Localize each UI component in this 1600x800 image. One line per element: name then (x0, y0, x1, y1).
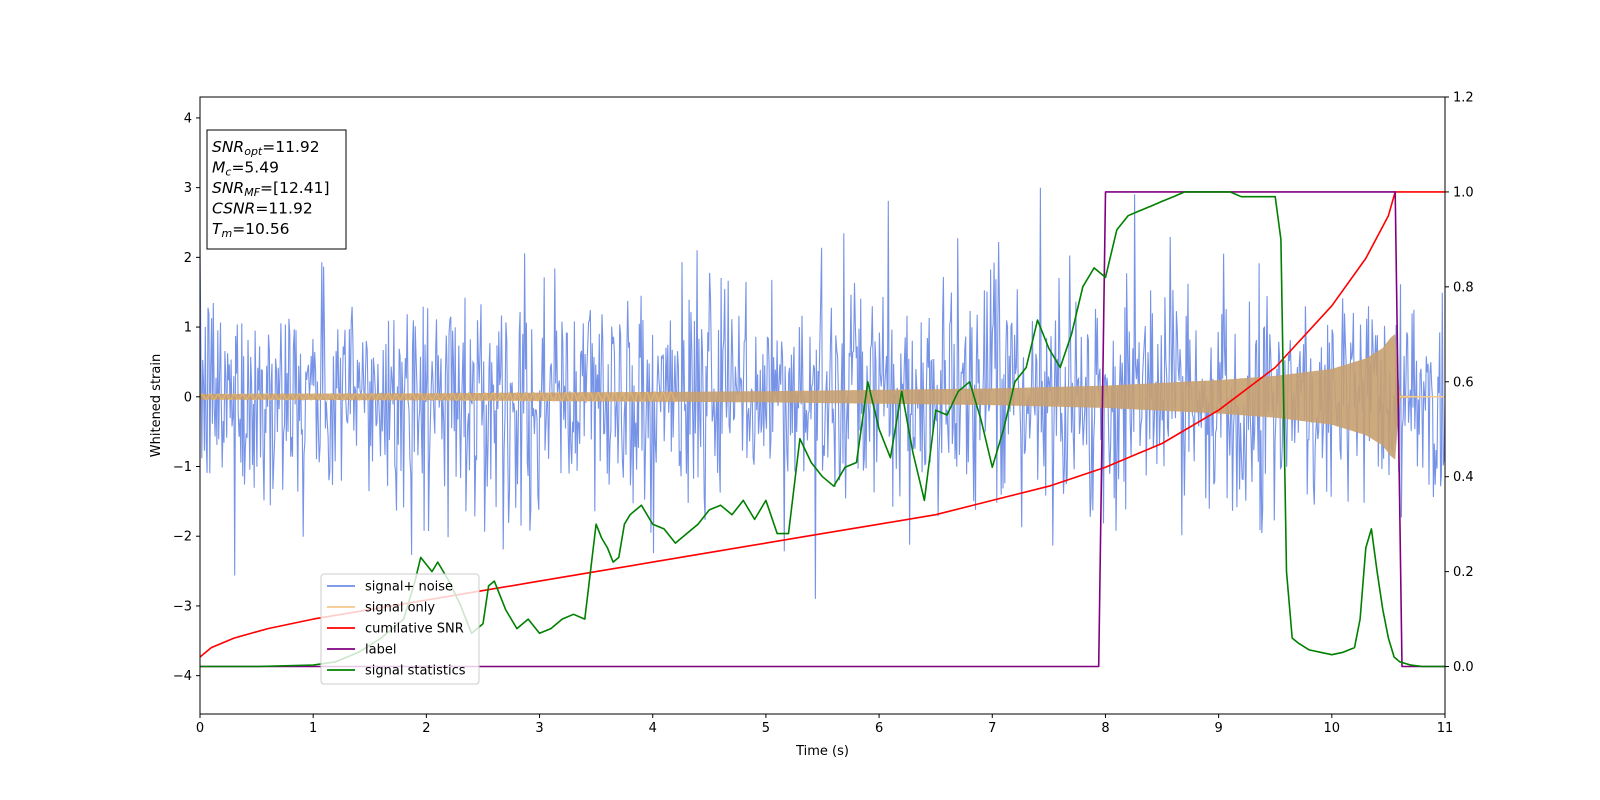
legend-label: signal+ noise (365, 580, 453, 595)
x-tick-label: 11 (1437, 721, 1454, 736)
x-tick-label: 9 (1214, 721, 1222, 736)
x-tick-label: 1 (309, 721, 317, 736)
series-line-signal-noise (200, 187, 1445, 599)
y-tick-label: −3 (173, 599, 192, 614)
y-tick-label: −1 (173, 460, 192, 475)
series-area-signal-only (200, 334, 1445, 460)
annotation-box: SNRopt=11.92Mc=5.49SNRMF=[12.41]CSNR=11.… (206, 129, 347, 250)
y2-tick-label: 1.0 (1453, 185, 1474, 200)
x-tick-label: 6 (875, 721, 883, 736)
legend-frame (320, 573, 480, 685)
annotation-line: SNRopt=11.92 (212, 138, 320, 158)
legend-label: signal only (365, 601, 435, 616)
ticks-layer: 0 1 2 3 4 5 6 7 8 9 10 11 −4 −3 −2 −1 0 1 2 3 4 0.0 0.2 0.4 0.6 0… (173, 91, 1474, 737)
legend: signal+ noise signal only cumilative SNR la… (320, 573, 480, 685)
x-tick-label: 8 (1101, 721, 1109, 736)
annotation-line: SNRMF=[12.41] (212, 179, 330, 199)
x-tick-label: 5 (762, 721, 770, 736)
y2-tick-label: 0.4 (1453, 470, 1474, 485)
series-line-signal-only (200, 391, 676, 403)
x-tick-label: 2 (422, 721, 430, 736)
y-tick-label: 3 (184, 181, 192, 196)
x-tick-label: 7 (988, 721, 996, 736)
y-tick-label: −2 (173, 530, 192, 545)
annotation-line: Mc=5.49 (212, 159, 279, 179)
annotation-line: CSNR=11.92 (212, 200, 313, 218)
y-tick-label: 0 (184, 390, 192, 405)
series-layer (200, 187, 1445, 668)
y2-tick-label: 0.2 (1453, 565, 1474, 580)
legend-label: label (365, 643, 396, 658)
plot-frame (199, 96, 1446, 715)
y2-tick-label: 0.8 (1453, 280, 1474, 295)
series-line-signal-statistics (200, 191, 1445, 668)
y-axis-label: Whitened strain (149, 354, 164, 457)
x-tick-label: 10 (1324, 721, 1341, 736)
y-tick-label: 1 (184, 321, 192, 336)
y2-tick-label: 1.2 (1453, 91, 1474, 106)
legend-label: signal statistics (365, 664, 466, 679)
x-tick-label: 4 (649, 721, 657, 736)
x-tick-label: 0 (196, 721, 204, 736)
y2-tick-label: 0.0 (1453, 660, 1474, 675)
y-tick-label: −4 (173, 669, 192, 684)
y-tick-label: 2 (184, 251, 192, 266)
annotation-frame (206, 129, 347, 250)
series-line-label (200, 191, 1445, 668)
annotation-line: Tm=10.56 (212, 220, 290, 240)
legend-label: cumilative SNR (365, 622, 464, 637)
y-tick-label: 4 (184, 111, 192, 126)
y2-tick-label: 0.6 (1453, 375, 1474, 390)
x-axis-label: Time (s) (795, 744, 849, 759)
x-tick-label: 3 (535, 721, 543, 736)
